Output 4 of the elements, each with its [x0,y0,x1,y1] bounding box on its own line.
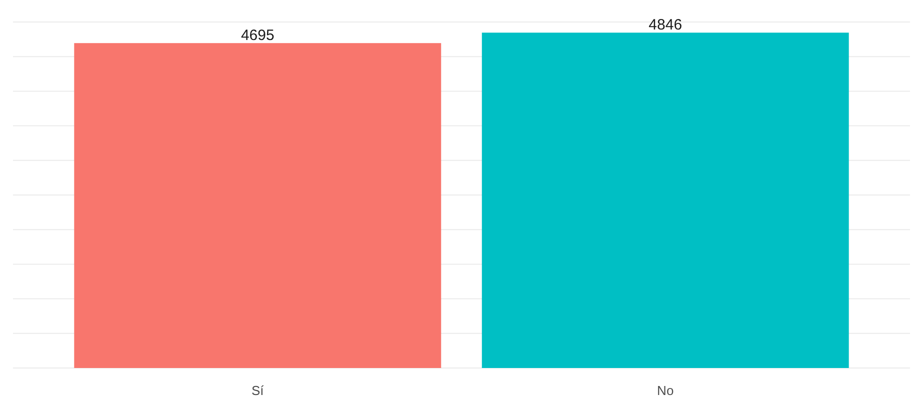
x-tick-label: No [657,383,674,398]
data-label: 4695 [240,27,274,44]
data-label: 4846 [648,16,682,34]
x-tick-label: Sí [251,383,264,398]
